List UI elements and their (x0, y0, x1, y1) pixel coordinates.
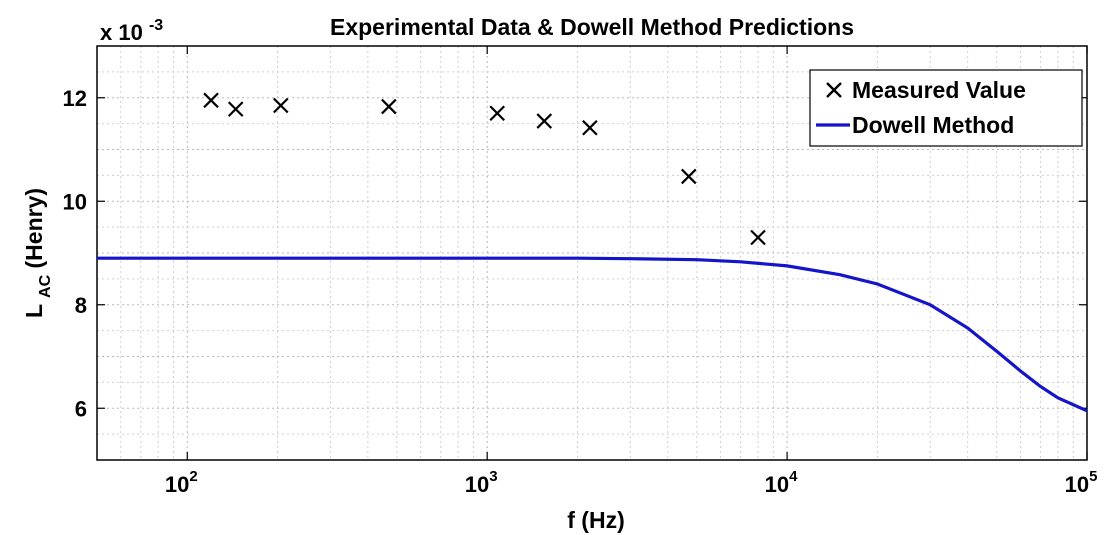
legend-box (809, 69, 1083, 147)
legend: Measured Value Dowell Method (809, 69, 1083, 147)
measured-value-point (203, 92, 219, 109)
measured-value-point (489, 105, 505, 122)
x-tick-label: 103 (465, 468, 498, 497)
measured-value-point (750, 229, 766, 246)
y-axis-multiplier: x 10 -3 (100, 17, 163, 45)
measured-value-point (680, 168, 697, 185)
x-tick-label: 104 (765, 468, 798, 497)
legend-label-measured-value: Measured Value (852, 77, 1026, 103)
y-multiplier-exponent: -3 (149, 17, 163, 34)
dowell-method-line (97, 256, 1088, 413)
x-tick-label-base: 10 (1065, 472, 1089, 497)
chart-title: Experimental Data & Dowell Method Predic… (330, 14, 854, 40)
legend-marker-measured-value (826, 82, 842, 98)
x-tick-label-exponent: 5 (1089, 468, 1097, 485)
y-axis-label: L AC (Henry) (21, 188, 55, 318)
y-tick-label: 8 (75, 293, 87, 318)
x-tick-label-base: 10 (165, 472, 189, 497)
measured-value-point (582, 119, 598, 136)
measured-value-point (272, 97, 289, 114)
y-tick-label: 6 (75, 396, 87, 421)
measured-value-point (227, 101, 244, 117)
x-tick-label-exponent: 2 (189, 468, 197, 485)
y-tick-label: 12 (63, 86, 87, 111)
series-layer (97, 92, 1088, 413)
x-tick-label-exponent: 4 (789, 468, 798, 485)
x-tick-label-exponent: 3 (489, 468, 497, 485)
x-tick-label: 102 (165, 468, 198, 497)
x-tick-label: 105 (1065, 468, 1098, 497)
y-label-tail: (Henry) (21, 188, 47, 269)
x-axis-label: f (Hz) (567, 507, 624, 533)
plot-area (96, 45, 1088, 461)
y-multiplier-base: x 10 (100, 20, 143, 45)
measured-value-point (381, 98, 397, 115)
y-label-sub: AC (37, 274, 54, 298)
y-tick-label: 10 (63, 189, 87, 214)
x-tick-label-base: 10 (465, 472, 489, 497)
x-tick-label-base: 10 (765, 472, 789, 497)
legend-label-dowell-method: Dowell Method (852, 112, 1014, 138)
y-label-main: L (21, 304, 47, 318)
measured-value-point (536, 113, 553, 129)
